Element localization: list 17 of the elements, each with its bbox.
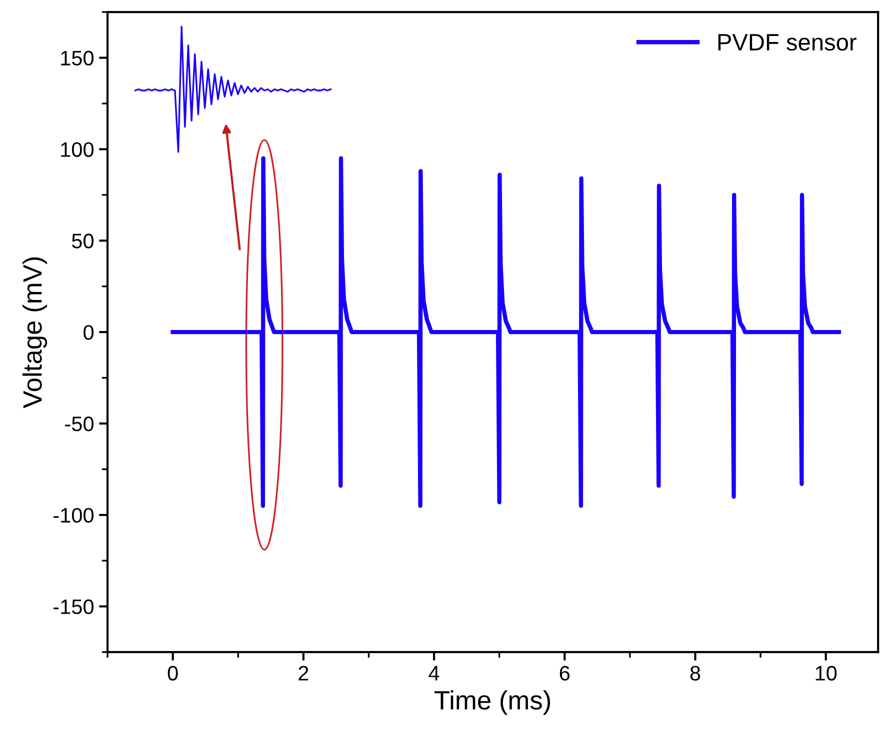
y-tick-label: -50 <box>65 416 94 432</box>
y-tick-label: -150 <box>54 599 94 614</box>
x-axis-title: Time (ms) <box>434 690 550 715</box>
x-tick-label: 6 <box>560 666 570 681</box>
x-tick-label: 8 <box>690 666 700 681</box>
line-series <box>170 156 841 508</box>
x-tick-label: 2 <box>298 666 308 680</box>
x-tick-label: 10 <box>816 666 837 681</box>
legend-label: PVDF sensor <box>718 34 856 51</box>
x-tick-label: 0 <box>168 666 178 681</box>
y-tick-label: 0 <box>84 325 94 340</box>
y-tick-label: -100 <box>54 508 94 523</box>
y-tick-label: 50 <box>72 234 94 248</box>
y-tick-label: 100 <box>61 142 94 157</box>
x-tick-label: 4 <box>428 666 440 680</box>
y-axis-title: Voltage (mV) <box>22 257 48 408</box>
y-tick-label: 150 <box>61 50 94 66</box>
